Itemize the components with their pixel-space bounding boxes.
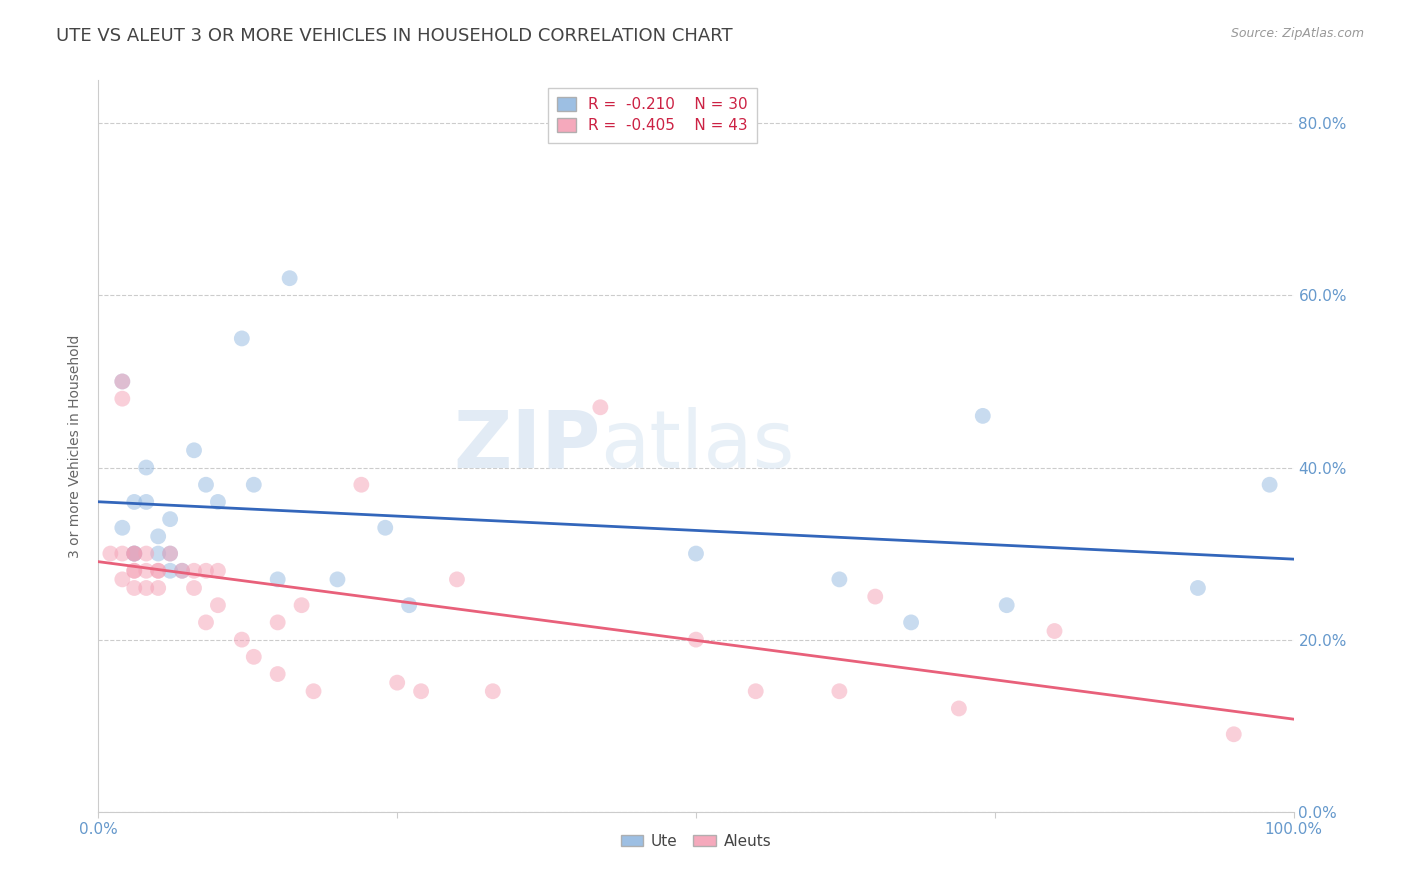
Point xyxy=(374,521,396,535)
Point xyxy=(135,547,157,561)
Point xyxy=(124,495,146,509)
Point xyxy=(745,684,768,698)
Point xyxy=(148,581,170,595)
Point xyxy=(267,615,290,630)
Point xyxy=(124,581,146,595)
Point xyxy=(685,632,707,647)
Point xyxy=(111,392,134,406)
Point xyxy=(195,477,218,491)
Text: ZIP: ZIP xyxy=(453,407,600,485)
Point xyxy=(1223,727,1246,741)
Point xyxy=(685,547,707,561)
Point xyxy=(446,573,468,587)
Point xyxy=(111,375,134,389)
Point xyxy=(385,675,409,690)
Point xyxy=(148,529,170,543)
Point xyxy=(148,547,170,561)
Point xyxy=(159,564,181,578)
Point xyxy=(291,598,314,612)
Point xyxy=(207,598,229,612)
Point xyxy=(111,547,134,561)
Point xyxy=(124,547,146,561)
Point xyxy=(1258,477,1281,491)
Text: atlas: atlas xyxy=(600,407,794,485)
Point xyxy=(267,573,290,587)
Point xyxy=(589,401,612,415)
Point xyxy=(195,615,218,630)
Point xyxy=(1043,624,1066,638)
Point xyxy=(111,573,134,587)
Point xyxy=(148,564,170,578)
Point xyxy=(243,649,266,664)
Point xyxy=(183,581,205,595)
Point xyxy=(411,684,433,698)
Point xyxy=(398,598,420,612)
Text: UTE VS ALEUT 3 OR MORE VEHICLES IN HOUSEHOLD CORRELATION CHART: UTE VS ALEUT 3 OR MORE VEHICLES IN HOUSE… xyxy=(56,27,733,45)
Point xyxy=(124,547,146,561)
Point xyxy=(148,564,170,578)
Point xyxy=(243,477,266,491)
Point xyxy=(278,271,301,285)
Point xyxy=(124,547,146,561)
Point xyxy=(350,477,373,491)
Point xyxy=(995,598,1018,612)
Point xyxy=(865,590,887,604)
Legend: Ute, Aleuts: Ute, Aleuts xyxy=(614,828,778,855)
Point xyxy=(172,564,194,578)
Point xyxy=(326,573,349,587)
Point xyxy=(135,564,157,578)
Point xyxy=(231,632,253,647)
Point xyxy=(972,409,994,423)
Point xyxy=(172,564,194,578)
Point xyxy=(1187,581,1209,595)
Point xyxy=(207,564,229,578)
Y-axis label: 3 or more Vehicles in Household: 3 or more Vehicles in Household xyxy=(69,334,83,558)
Point xyxy=(124,564,146,578)
Point xyxy=(111,375,134,389)
Point xyxy=(135,495,157,509)
Text: Source: ZipAtlas.com: Source: ZipAtlas.com xyxy=(1230,27,1364,40)
Point xyxy=(900,615,922,630)
Point xyxy=(183,443,205,458)
Point xyxy=(828,573,851,587)
Point xyxy=(948,701,970,715)
Point xyxy=(135,460,157,475)
Point xyxy=(207,495,229,509)
Point xyxy=(302,684,325,698)
Point xyxy=(124,564,146,578)
Point xyxy=(98,547,122,561)
Point xyxy=(828,684,851,698)
Point xyxy=(135,581,157,595)
Point xyxy=(231,331,253,345)
Point xyxy=(159,547,181,561)
Point xyxy=(267,667,290,681)
Point xyxy=(183,564,205,578)
Point xyxy=(159,512,181,526)
Point xyxy=(111,521,134,535)
Point xyxy=(124,547,146,561)
Point xyxy=(195,564,218,578)
Point xyxy=(481,684,505,698)
Point xyxy=(159,547,181,561)
